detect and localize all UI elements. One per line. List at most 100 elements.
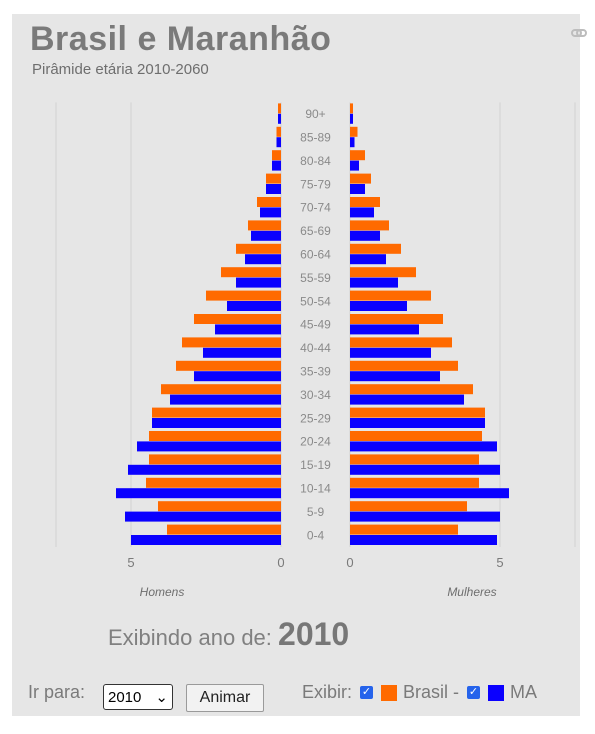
bar-male-brasil-65-69 (248, 220, 281, 231)
showing-year: 2010 (278, 616, 350, 652)
bar-female-ma-20-24 (350, 441, 497, 452)
age-label-30-34: 30-34 (300, 388, 331, 402)
bar-male-ma-60-64 (245, 254, 281, 265)
bar-female-brasil-0-4 (350, 524, 458, 535)
bar-female-ma-5-9 (350, 511, 500, 522)
bar-female-ma-25-29 (350, 418, 485, 428)
age-label-80-84: 80-84 (300, 154, 331, 168)
bar-male-ma-5-9 (125, 511, 281, 522)
year-select[interactable]: 2010 ⌄ (103, 684, 173, 710)
age-label-0-4: 0-4 (307, 528, 325, 542)
year-select-value: 2010 (108, 688, 142, 706)
bar-male-ma-20-24 (137, 441, 281, 452)
ma-checkbox[interactable]: ✓ (467, 686, 481, 699)
age-label-10-14: 10-14 (300, 482, 331, 496)
brasil-checkbox[interactable]: ✓ (360, 686, 374, 699)
bar-male-ma-40-44 (203, 347, 281, 358)
bar-male-ma-30-34 (170, 394, 281, 405)
axis-label-women: Mulheres (447, 585, 496, 599)
showing-year-text: Exibindo ano de: 2010 (108, 616, 349, 653)
bar-female-ma-70-74 (350, 207, 374, 218)
bar-female-brasil-30-34 (350, 384, 473, 395)
bar-female-brasil-90+ (350, 103, 353, 114)
age-label-50-54: 50-54 (300, 294, 331, 308)
bar-female-brasil-55-59 (350, 267, 416, 278)
bar-male-brasil-85-89 (276, 126, 281, 137)
bar-female-brasil-10-14 (350, 477, 479, 488)
animate-button[interactable]: Animar (186, 684, 264, 712)
bar-female-brasil-50-54 (350, 290, 431, 301)
bar-female-ma-60-64 (350, 254, 386, 265)
bar-female-ma-65-69 (350, 230, 380, 241)
bar-female-ma-55-59 (350, 277, 398, 288)
age-label-15-19: 15-19 (300, 458, 331, 472)
bar-female-ma-45-49 (350, 324, 419, 335)
bar-female-ma-90+ (350, 113, 353, 124)
age-label-70-74: 70-74 (300, 201, 331, 215)
ma-swatch (488, 684, 505, 701)
bar-male-ma-75-79 (266, 184, 281, 194)
show-label: Exibir: (302, 682, 353, 702)
goto-label: Ir para: (28, 682, 86, 702)
page-subtitle: Pirâmide etária 2010-2060 (32, 61, 209, 78)
bar-female-brasil-75-79 (350, 173, 371, 184)
legend-brasil-label: Brasil - (403, 682, 460, 702)
bar-male-ma-10-14 (116, 488, 281, 499)
legend-ma-label: MA (510, 682, 538, 702)
bar-female-ma-80-84 (350, 160, 359, 171)
bar-female-brasil-15-19 (350, 454, 479, 465)
bar-female-brasil-70-74 (350, 197, 380, 207)
bar-female-brasil-65-69 (350, 220, 389, 231)
bar-female-ma-15-19 (350, 464, 500, 475)
bar-male-brasil-75-79 (266, 173, 281, 184)
population-pyramid: 0-4 5-9 10-14 15-19 20-24 25-29 30-34 35-39 40-4… (55, 102, 576, 599)
age-label-90+: 90+ (305, 107, 325, 121)
bar-male-ma-50-54 (227, 301, 281, 311)
tick-left-5: 5 (127, 555, 134, 570)
age-label-60-64: 60-64 (300, 248, 331, 262)
bar-female-brasil-85-89 (350, 126, 358, 137)
bar-female-brasil-5-9 (350, 501, 467, 512)
bar-female-brasil-20-24 (350, 431, 482, 441)
bar-male-ma-90+ (278, 113, 281, 124)
bar-female-ma-0-4 (350, 535, 497, 545)
link-icon[interactable] (571, 26, 587, 40)
bar-female-brasil-35-39 (350, 360, 458, 371)
bar-female-brasil-45-49 (350, 314, 443, 324)
bar-male-brasil-10-14 (146, 477, 281, 488)
bar-male-brasil-60-64 (236, 243, 281, 254)
bar-female-brasil-80-84 (350, 150, 365, 161)
bar-female-ma-35-39 (350, 371, 440, 382)
bar-male-brasil-35-39 (176, 360, 281, 371)
bar-female-ma-85-89 (350, 137, 355, 148)
bar-female-ma-10-14 (350, 488, 509, 499)
legend-area: Exibir: ✓ Brasil - ✓ MA (302, 682, 537, 703)
chart-panel: Brasil e Maranhão Pirâmide etária 2010-2… (12, 14, 587, 716)
bar-male-ma-55-59 (236, 277, 281, 288)
bar-male-ma-80-84 (272, 160, 281, 171)
bar-male-ma-0-4 (131, 535, 281, 545)
tick-right-5: 5 (496, 555, 503, 570)
page-title: Brasil e Maranhão (30, 20, 332, 58)
bar-male-ma-35-39 (194, 371, 281, 382)
bar-male-ma-65-69 (251, 230, 281, 241)
bar-female-brasil-60-64 (350, 243, 401, 254)
bar-female-brasil-25-29 (350, 407, 485, 418)
bar-male-brasil-5-9 (158, 501, 281, 512)
bar-male-ma-15-19 (128, 464, 281, 475)
age-label-85-89: 85-89 (300, 131, 331, 145)
brasil-swatch (381, 684, 398, 701)
axis-label-men: Homens (140, 585, 185, 599)
bar-male-brasil-20-24 (149, 431, 281, 441)
age-label-35-39: 35-39 (300, 365, 331, 379)
bar-female-ma-30-34 (350, 394, 464, 405)
bar-female-ma-40-44 (350, 347, 431, 358)
bar-male-brasil-50-54 (206, 290, 281, 301)
age-label-5-9: 5-9 (307, 505, 325, 519)
bar-female-ma-50-54 (350, 301, 407, 311)
bar-male-brasil-40-44 (182, 337, 281, 348)
tick-left-0: 0 (277, 555, 284, 570)
tick-right-0: 0 (346, 555, 353, 570)
age-label-25-29: 25-29 (300, 411, 331, 425)
bar-male-brasil-15-19 (149, 454, 281, 465)
